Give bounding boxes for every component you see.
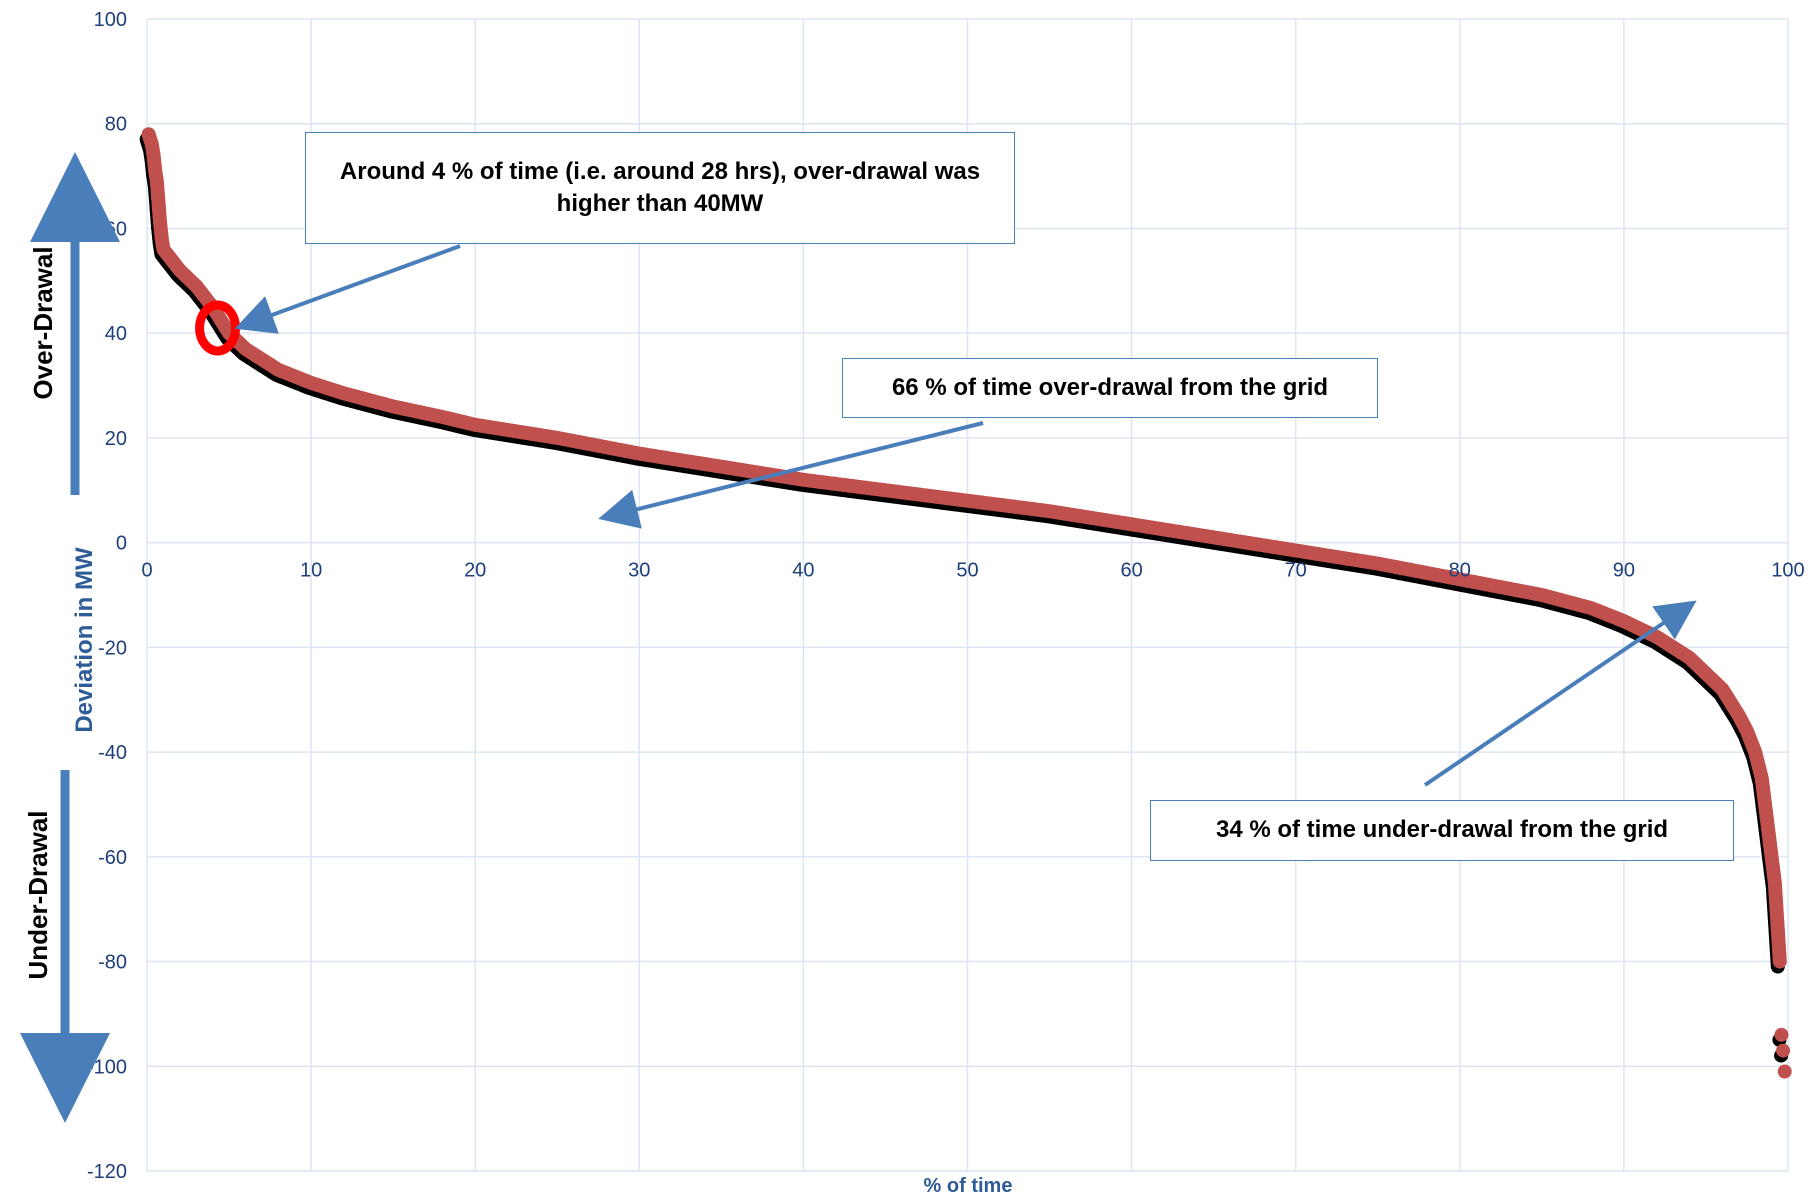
y-tick-label: 100 xyxy=(94,9,127,31)
x-axis-ticks: 0 10 20 30 40 50 60 70 80 90 100 xyxy=(141,560,1804,582)
x-axis-title: % of time xyxy=(924,1175,1013,1197)
data-point xyxy=(1772,954,1787,969)
y-tick-label: -40 xyxy=(98,742,127,764)
callout-arrow-2 xyxy=(598,421,984,529)
x-tick-label: 90 xyxy=(1613,560,1635,582)
y-tick-label: 20 xyxy=(105,428,127,450)
y-tick-label: -60 xyxy=(98,847,127,869)
y-tick-label: -80 xyxy=(98,952,127,974)
x-tick-label: 20 xyxy=(464,560,486,582)
x-tick-label: 60 xyxy=(1120,560,1142,582)
x-tick-label: 10 xyxy=(300,560,322,582)
y-tick-label: -120 xyxy=(87,1161,127,1183)
y-tick-label: 60 xyxy=(105,218,127,240)
over-drawal-label: Over-Drawal xyxy=(28,246,58,399)
x-tick-label: 100 xyxy=(1771,560,1804,582)
data-point xyxy=(1776,1043,1791,1058)
callout-under-drawal: 34 % of time under-drawal from the grid xyxy=(1150,800,1734,861)
callout-over-drawal: 66 % of time over-drawal from the grid xyxy=(842,358,1378,418)
x-tick-label: 50 xyxy=(956,560,978,582)
y-tick-label: 0 xyxy=(116,533,127,555)
y-tick-label: 40 xyxy=(105,323,127,345)
under-drawal-label: Under-Drawal xyxy=(23,810,53,979)
x-tick-label: 0 xyxy=(141,560,152,582)
x-tick-label: 40 xyxy=(792,560,814,582)
y-tick-label: -100 xyxy=(87,1056,127,1078)
callout-arrow-3 xyxy=(1423,600,1697,787)
data-point xyxy=(1777,1064,1792,1079)
callout-arrow-1 xyxy=(234,244,461,334)
x-tick-label: 80 xyxy=(1449,560,1471,582)
x-tick-label: 30 xyxy=(628,560,650,582)
data-point xyxy=(1774,1027,1789,1042)
callout-over-40mw: Around 4 % of time (i.e. around 28 hrs),… xyxy=(305,132,1015,244)
y-axis-title: Deviation in MW xyxy=(71,547,98,733)
y-tick-label: -20 xyxy=(98,637,127,659)
y-tick-label: 80 xyxy=(105,114,127,136)
data-points xyxy=(141,127,1792,1079)
x-tick-label: 70 xyxy=(1285,560,1307,582)
